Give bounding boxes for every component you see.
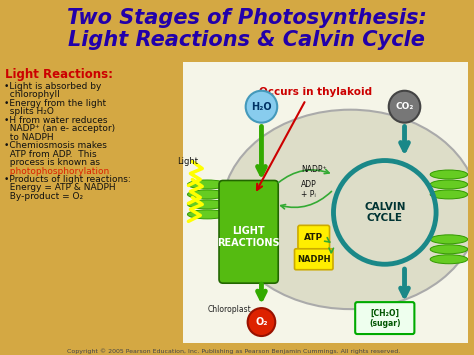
Text: to NADPH: to NADPH (4, 133, 54, 142)
Text: NADPH: NADPH (297, 255, 330, 264)
Text: Light: Light (177, 157, 198, 165)
FancyBboxPatch shape (298, 225, 329, 249)
Text: + Pᵢ: + Pᵢ (301, 190, 316, 199)
Text: Energy = ATP & NADPH: Energy = ATP & NADPH (4, 184, 116, 192)
Circle shape (246, 91, 277, 122)
Text: Copyright © 2005 Pearson Education, Inc. Publishing as Pearson Benjamin Cummings: Copyright © 2005 Pearson Education, Inc.… (67, 348, 401, 354)
Text: [CH₂O]
(sugar): [CH₂O] (sugar) (369, 308, 401, 328)
Text: splits H₂O: splits H₂O (4, 107, 54, 116)
Ellipse shape (222, 110, 474, 309)
Ellipse shape (430, 180, 468, 189)
FancyBboxPatch shape (219, 180, 278, 283)
Ellipse shape (430, 235, 468, 244)
FancyBboxPatch shape (0, 62, 182, 343)
Text: ATP: ATP (304, 233, 323, 242)
Ellipse shape (430, 255, 468, 264)
Ellipse shape (187, 210, 227, 219)
Circle shape (389, 91, 420, 122)
Text: Chloroplast: Chloroplast (207, 305, 251, 314)
Ellipse shape (430, 245, 468, 254)
FancyBboxPatch shape (178, 62, 468, 343)
Ellipse shape (430, 170, 468, 179)
Circle shape (247, 308, 275, 336)
Text: NADP⁺: NADP⁺ (301, 165, 327, 174)
Text: •H from water reduces: •H from water reduces (4, 116, 108, 125)
Text: H₂O: H₂O (251, 102, 272, 112)
Ellipse shape (187, 190, 227, 199)
FancyBboxPatch shape (294, 249, 333, 270)
Text: Light Reactions & Calvin Cycle: Light Reactions & Calvin Cycle (68, 30, 425, 50)
Text: O₂: O₂ (255, 317, 268, 327)
Ellipse shape (187, 200, 227, 209)
Text: Two Stages of Photosynthesis:: Two Stages of Photosynthesis: (67, 8, 427, 28)
Ellipse shape (187, 180, 227, 189)
Text: •Chemiosmosis makes: •Chemiosmosis makes (4, 141, 107, 150)
Text: photophosphorylation: photophosphorylation (4, 166, 109, 175)
Text: •Products of light reactions:: •Products of light reactions: (4, 175, 131, 184)
Text: CO₂: CO₂ (395, 102, 414, 111)
Text: NADP⁺ (an e- acceptor): NADP⁺ (an e- acceptor) (4, 124, 115, 133)
Text: process is known as: process is known as (4, 158, 100, 167)
Text: ADP: ADP (301, 180, 317, 189)
Text: Light Reactions:: Light Reactions: (5, 68, 113, 81)
Text: LIGHT
REACTIONS: LIGHT REACTIONS (217, 226, 280, 248)
Text: •Energy from the light: •Energy from the light (4, 99, 106, 108)
Text: •Light is absorbed by: •Light is absorbed by (4, 82, 101, 91)
Text: CALVIN
CYCLE: CALVIN CYCLE (364, 202, 406, 223)
Text: ATP from ADP.  This: ATP from ADP. This (4, 149, 97, 159)
FancyBboxPatch shape (355, 302, 414, 334)
Text: Occurs in thylakoid: Occurs in thylakoid (259, 87, 372, 97)
Ellipse shape (430, 190, 468, 199)
Text: chlorophyll: chlorophyll (4, 90, 60, 99)
Text: By-product = O₂: By-product = O₂ (4, 192, 83, 201)
